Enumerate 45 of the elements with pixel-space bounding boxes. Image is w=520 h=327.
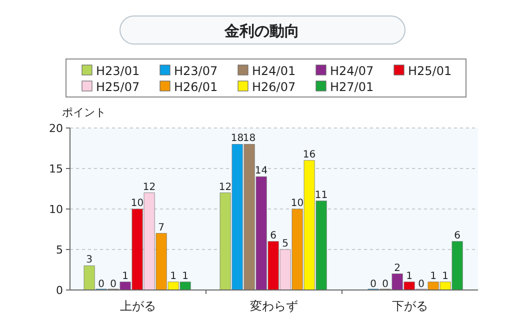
chart-title: 金利の動向 (224, 22, 300, 40)
legend-label: H26/01 (174, 80, 218, 94)
data-label: 0 (110, 279, 116, 290)
data-label: 1 (430, 270, 436, 282)
x-tick-label: 変わらず (250, 299, 298, 313)
data-label: 1 (122, 270, 128, 282)
data-label: 18 (242, 133, 256, 144)
data-label: 2 (394, 262, 400, 274)
y-tick-label: 10 (49, 203, 63, 216)
data-label: 11 (314, 190, 328, 201)
legend-label: H25/07 (96, 80, 140, 94)
data-label: 1 (406, 270, 412, 282)
data-label: 10 (130, 198, 144, 209)
legend-label: H24/01 (252, 64, 296, 78)
data-label: 10 (290, 198, 304, 209)
data-label: 12 (218, 182, 232, 193)
legend-label: H25/01 (408, 64, 452, 78)
data-label: 0 (370, 279, 376, 290)
legend-label: H23/01 (96, 64, 140, 78)
y-tick-label: 5 (56, 244, 63, 256)
legend-label: H23/07 (174, 64, 218, 78)
y-axis-title: ポイント (62, 106, 106, 119)
data-label: 18 (230, 133, 244, 144)
data-label: 1 (182, 270, 188, 282)
data-label: 1 (442, 270, 448, 282)
legend-label: H27/01 (330, 80, 374, 94)
data-label: 6 (454, 230, 460, 242)
data-label: 5 (282, 238, 288, 250)
data-label: 16 (302, 149, 316, 160)
data-label: 0 (418, 279, 424, 290)
x-tick-label: 上がる (120, 299, 156, 313)
data-label: 14 (254, 166, 268, 177)
legend-label: H26/07 (252, 80, 296, 94)
y-tick-label: 0 (56, 284, 63, 297)
data-label: 3 (86, 254, 92, 266)
data-label: 1 (170, 270, 176, 282)
data-label: 6 (270, 230, 276, 242)
data-label: 0 (382, 279, 388, 290)
data-label: 0 (98, 279, 104, 290)
y-tick-label: 15 (49, 162, 63, 176)
data-label: 12 (142, 182, 156, 193)
x-tick-label: 下がる (392, 299, 428, 313)
legend-label: H24/07 (330, 64, 374, 78)
y-tick-label: 20 (49, 122, 63, 135)
data-label: 7 (158, 222, 164, 234)
